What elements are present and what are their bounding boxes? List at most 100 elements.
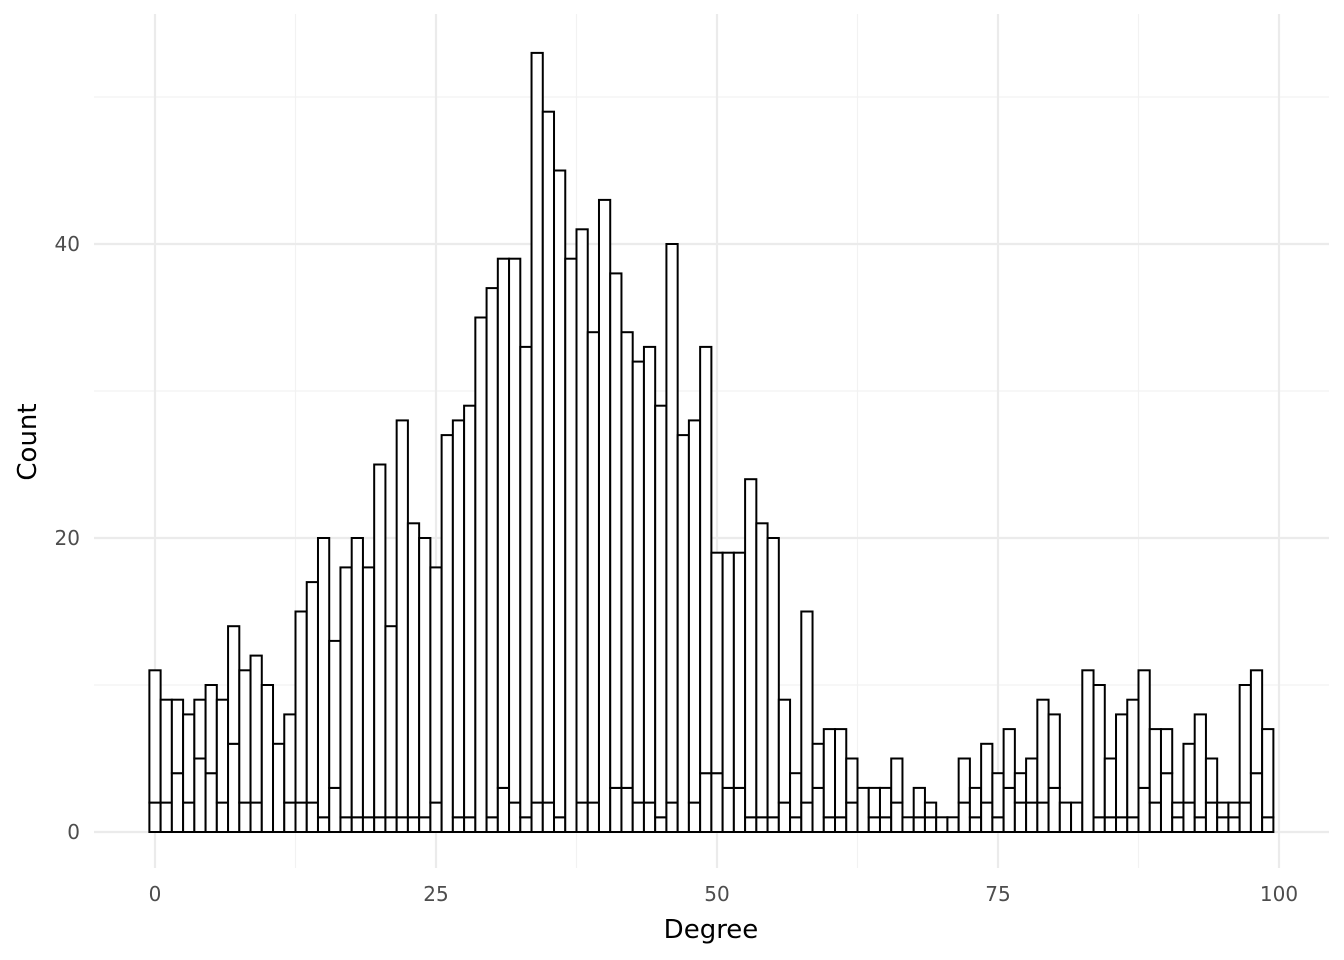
histogram-bar-segment [890, 801, 904, 833]
histogram-bar-segment [283, 801, 297, 833]
histogram-bar-segment [867, 816, 881, 833]
histogram-bar-segment [1261, 816, 1275, 833]
histogram-bar-segment [1070, 801, 1084, 833]
histogram-bar-segment [215, 698, 230, 804]
histogram-bar-segment [361, 816, 376, 833]
histogram-bar-segment [1193, 816, 1207, 833]
histogram-bar-segment [485, 287, 499, 819]
histogram-bar-segment [687, 419, 702, 804]
histogram-bar-segment [789, 816, 803, 833]
histogram-bar-segment [249, 654, 263, 804]
histogram-bar-segment [350, 537, 364, 819]
histogram-bar-segment [1171, 801, 1185, 819]
histogram-bar-segment [1126, 816, 1140, 833]
histogram-bar-segment [496, 786, 511, 834]
histogram-bar-segment [789, 772, 803, 819]
histogram-bar-segment [834, 728, 848, 819]
histogram-bar-segment [822, 816, 837, 833]
histogram-bar-segment [777, 698, 792, 804]
histogram-bar-segment [609, 272, 623, 789]
histogram-bar-segment [766, 816, 780, 833]
histogram-bar-segment [901, 816, 915, 833]
histogram-bar-segment [429, 801, 443, 833]
histogram-bar-segment [1047, 713, 1061, 789]
histogram-bar-segment [755, 522, 769, 819]
histogram-bar-segment [451, 419, 466, 819]
histogram-bar-segment [227, 625, 241, 745]
histogram-bar-segment [642, 345, 657, 804]
histogram-bar-segment [530, 51, 544, 804]
histogram-bar-segment [1238, 684, 1252, 804]
histogram-bar-segment [1238, 801, 1252, 833]
histogram-bar-segment [238, 669, 252, 804]
histogram-bar-segment [530, 801, 544, 833]
histogram-bar-segment [1137, 669, 1151, 789]
histogram-bar-segment [339, 566, 353, 819]
histogram-bar-segment [631, 801, 645, 833]
histogram-bar-segment [912, 816, 926, 833]
histogram-bar-segment [1092, 684, 1106, 819]
histogram-bar-segment [1171, 816, 1185, 833]
histogram-bar-segment [732, 551, 747, 789]
histogram-bar-segment [227, 742, 241, 833]
histogram-bar-segment [845, 757, 859, 804]
histogram-bar-segment [968, 786, 983, 819]
histogram-bar-segment [1227, 801, 1241, 819]
histogram-bar-segment [204, 772, 218, 834]
histogram-bar-segment [361, 566, 376, 819]
histogram-bar-segment [1036, 801, 1050, 833]
histogram-bar-segment [957, 757, 971, 804]
histogram-bar-segment [991, 772, 1005, 819]
histogram-bar-segment [541, 110, 556, 804]
histogram-bar-segment [328, 786, 342, 834]
histogram-bar-segment [508, 801, 522, 833]
histogram-bar-segment [170, 772, 185, 834]
histogram-bar-segment [193, 698, 207, 760]
x-axis-tick-labels: 0 25 50 75 100 [149, 882, 1298, 906]
histogram-bar-segment [159, 698, 173, 804]
histogram-bar-segment [1058, 801, 1073, 833]
histogram-bar-segment [418, 537, 432, 819]
histogram-bar-segment [406, 816, 421, 833]
histogram-bar-segment [687, 801, 702, 833]
histogram-bar-segment [1193, 713, 1207, 819]
histogram-bar-segment [1182, 801, 1196, 833]
histogram-bar-segment [1249, 772, 1264, 834]
histogram-bar-segment [519, 816, 533, 833]
histogram-bar-segment [182, 801, 196, 833]
histogram-bar-segment [260, 684, 275, 833]
histogram-bar-segment [463, 816, 477, 833]
histogram-bar-segment [159, 801, 173, 833]
histogram-bar-segment [912, 786, 926, 819]
histogram-bar-segment [800, 610, 814, 804]
histogram-bar-segment [811, 786, 825, 834]
histogram-bar-segment [721, 551, 735, 789]
histogram-bar-segment [867, 786, 881, 819]
histogram-bar-segment [586, 801, 600, 833]
histogram-bar-segment [350, 816, 364, 833]
y-tick-label: 20 [55, 526, 80, 550]
histogram-bar-segment [777, 801, 792, 833]
histogram-bar-segment [463, 404, 477, 819]
histogram-bar-segment [182, 713, 196, 804]
histogram-bar-segment [1227, 816, 1241, 833]
histogram-bar-segment [1137, 786, 1151, 834]
histogram-bar-segment [1216, 801, 1230, 819]
x-tick-label: 25 [423, 882, 448, 906]
x-tick-label: 100 [1260, 882, 1298, 906]
histogram-bar-segment [710, 551, 724, 775]
x-axis-title: Degree [664, 915, 759, 945]
histogram-bar-segment [193, 757, 207, 833]
histogram-bar-segment [1148, 728, 1162, 804]
histogram-bar-segment [215, 801, 230, 833]
histogram-bar-segment [721, 786, 735, 834]
histogram-bar-segment [822, 728, 837, 819]
histogram-bar-segment [1013, 772, 1028, 804]
histogram-bar-segment [586, 331, 600, 804]
histogram-bar-segment [1182, 742, 1196, 804]
histogram-bar-segment [620, 786, 634, 834]
histogram-bar-segment [305, 581, 319, 804]
histogram-bar-segment [1148, 801, 1162, 833]
histogram-bar-segment [395, 816, 409, 833]
